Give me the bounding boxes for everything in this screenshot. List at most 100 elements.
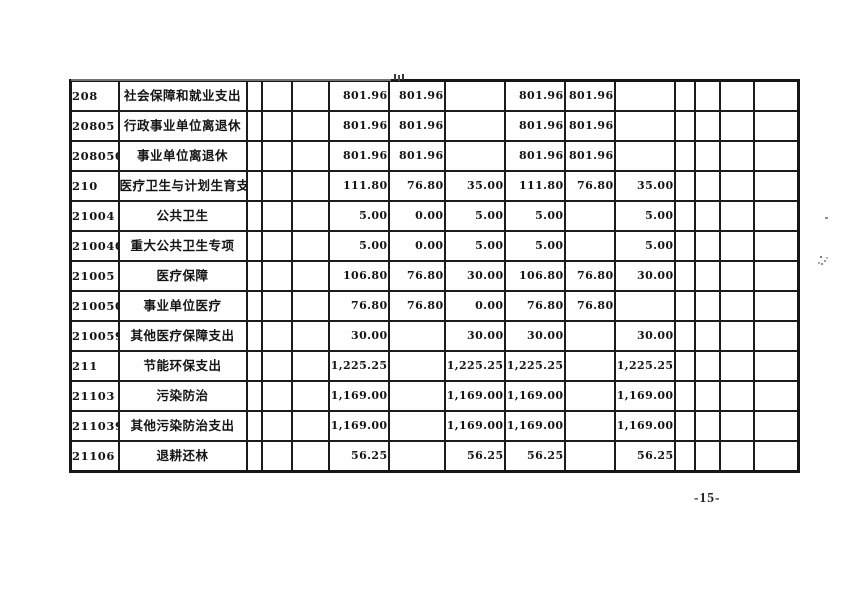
value-cell: [613, 140, 676, 172]
value-cell: 801.96: [503, 140, 566, 172]
empty-cell: [260, 140, 293, 172]
value-cell: 76.80: [503, 290, 566, 322]
empty-cell: [290, 170, 330, 202]
value-cell: 111.80: [327, 170, 390, 202]
empty-cell: [245, 79, 263, 112]
empty-cell: [245, 320, 263, 352]
code-cell: 21004: [69, 200, 120, 232]
empty-cell: [290, 140, 330, 172]
empty-cell: [752, 320, 800, 352]
value-cell: 801.96: [387, 140, 446, 172]
empty-cell: [752, 380, 800, 412]
value-cell: 801.96: [387, 79, 446, 112]
value-cell: 1,225.25: [443, 350, 506, 382]
empty-cell: [718, 260, 755, 292]
empty-cell: [752, 110, 800, 142]
empty-cell: [290, 79, 330, 112]
name-cell: 节能环保支出: [117, 350, 248, 382]
value-cell: 801.96: [327, 140, 390, 172]
code-cell: 2080502: [69, 140, 120, 172]
value-cell: 1,169.00: [327, 380, 390, 412]
value-cell: 35.00: [613, 170, 676, 202]
value-cell: 76.80: [563, 260, 616, 292]
empty-cell: [290, 260, 330, 292]
code-cell: 208: [69, 79, 120, 112]
value-cell: 5.00: [503, 200, 566, 232]
code-cell: 21005: [69, 260, 120, 292]
scan-border-fade-artifact: [71, 79, 391, 81]
code-cell: 210: [69, 170, 120, 202]
value-cell: 5.00: [327, 230, 390, 262]
value-cell: [387, 380, 446, 412]
value-cell: 76.80: [563, 170, 616, 202]
empty-cell: [290, 200, 330, 232]
value-cell: 1,169.00: [613, 410, 676, 442]
name-cell: 事业单位离退休: [117, 140, 248, 172]
code-cell: 211: [69, 350, 120, 382]
value-cell: 5.00: [613, 200, 676, 232]
empty-cell: [693, 79, 721, 112]
empty-cell: [673, 410, 696, 442]
empty-cell: [693, 350, 721, 382]
empty-cell: [718, 440, 755, 473]
value-cell: 801.96: [387, 110, 446, 142]
empty-cell: [693, 230, 721, 262]
empty-cell: [752, 230, 800, 262]
value-cell: 801.96: [563, 79, 616, 112]
table-row: 2110399其他污染防治支出1,169.001,169.001,169.001…: [69, 410, 800, 442]
table-row: 211 节能环保支出 1,225.25 1,225.25 1,225.25 1,225.2…: [69, 350, 800, 382]
name-cell: 退耕还林: [117, 440, 248, 473]
value-cell: [387, 350, 446, 382]
empty-cell: [752, 290, 800, 322]
empty-cell: [693, 290, 721, 322]
empty-cell: [718, 79, 755, 112]
table-row: 21005 医疗保障 106.80 76.80 30.00 106.80 76.80 30.0…: [69, 260, 800, 292]
code-cell: 2100502: [69, 290, 120, 322]
value-cell: 56.25: [327, 440, 390, 473]
page-number: -15-: [694, 490, 721, 505]
value-cell: 30.00: [613, 260, 676, 292]
empty-cell: [260, 320, 293, 352]
value-cell: [443, 140, 506, 172]
empty-cell: [260, 230, 293, 262]
empty-cell: [752, 200, 800, 232]
value-cell: [563, 320, 616, 352]
value-cell: 30.00: [443, 320, 506, 352]
value-cell: 801.96: [327, 110, 390, 142]
value-cell: 106.80: [327, 260, 390, 292]
empty-cell: [718, 350, 755, 382]
code-cell: 21103: [69, 380, 120, 412]
value-cell: 30.00: [613, 320, 676, 352]
value-cell: [387, 440, 446, 473]
empty-cell: [693, 260, 721, 292]
value-cell: [613, 110, 676, 142]
empty-cell: [673, 140, 696, 172]
empty-cell: [718, 410, 755, 442]
empty-cell: [673, 230, 696, 262]
empty-cell: [260, 79, 293, 112]
empty-cell: [752, 140, 800, 172]
value-cell: 801.96: [503, 110, 566, 142]
empty-cell: [245, 230, 263, 262]
empty-cell: [693, 320, 721, 352]
value-cell: 0.00: [443, 290, 506, 322]
value-cell: 30.00: [327, 320, 390, 352]
budget-table: 208 社会保障和就业支出 801.96 801.96 801.96 801.96 2080…: [69, 79, 800, 473]
empty-cell: [290, 350, 330, 382]
empty-cell: [693, 440, 721, 473]
empty-cell: [718, 380, 755, 412]
empty-cell: [752, 410, 800, 442]
empty-cell: [693, 140, 721, 172]
empty-cell: [245, 290, 263, 322]
empty-cell: [752, 350, 800, 382]
value-cell: 1,225.25: [613, 350, 676, 382]
value-cell: [563, 350, 616, 382]
value-cell: [563, 440, 616, 473]
value-cell: 76.80: [387, 260, 446, 292]
empty-cell: [752, 260, 800, 292]
empty-cell: [718, 200, 755, 232]
empty-cell: [260, 380, 293, 412]
value-cell: [563, 200, 616, 232]
table-row: 21103 污染防治 1,169.00 1,169.00 1,169.00 1,169.0…: [69, 380, 800, 412]
empty-cell: [260, 260, 293, 292]
